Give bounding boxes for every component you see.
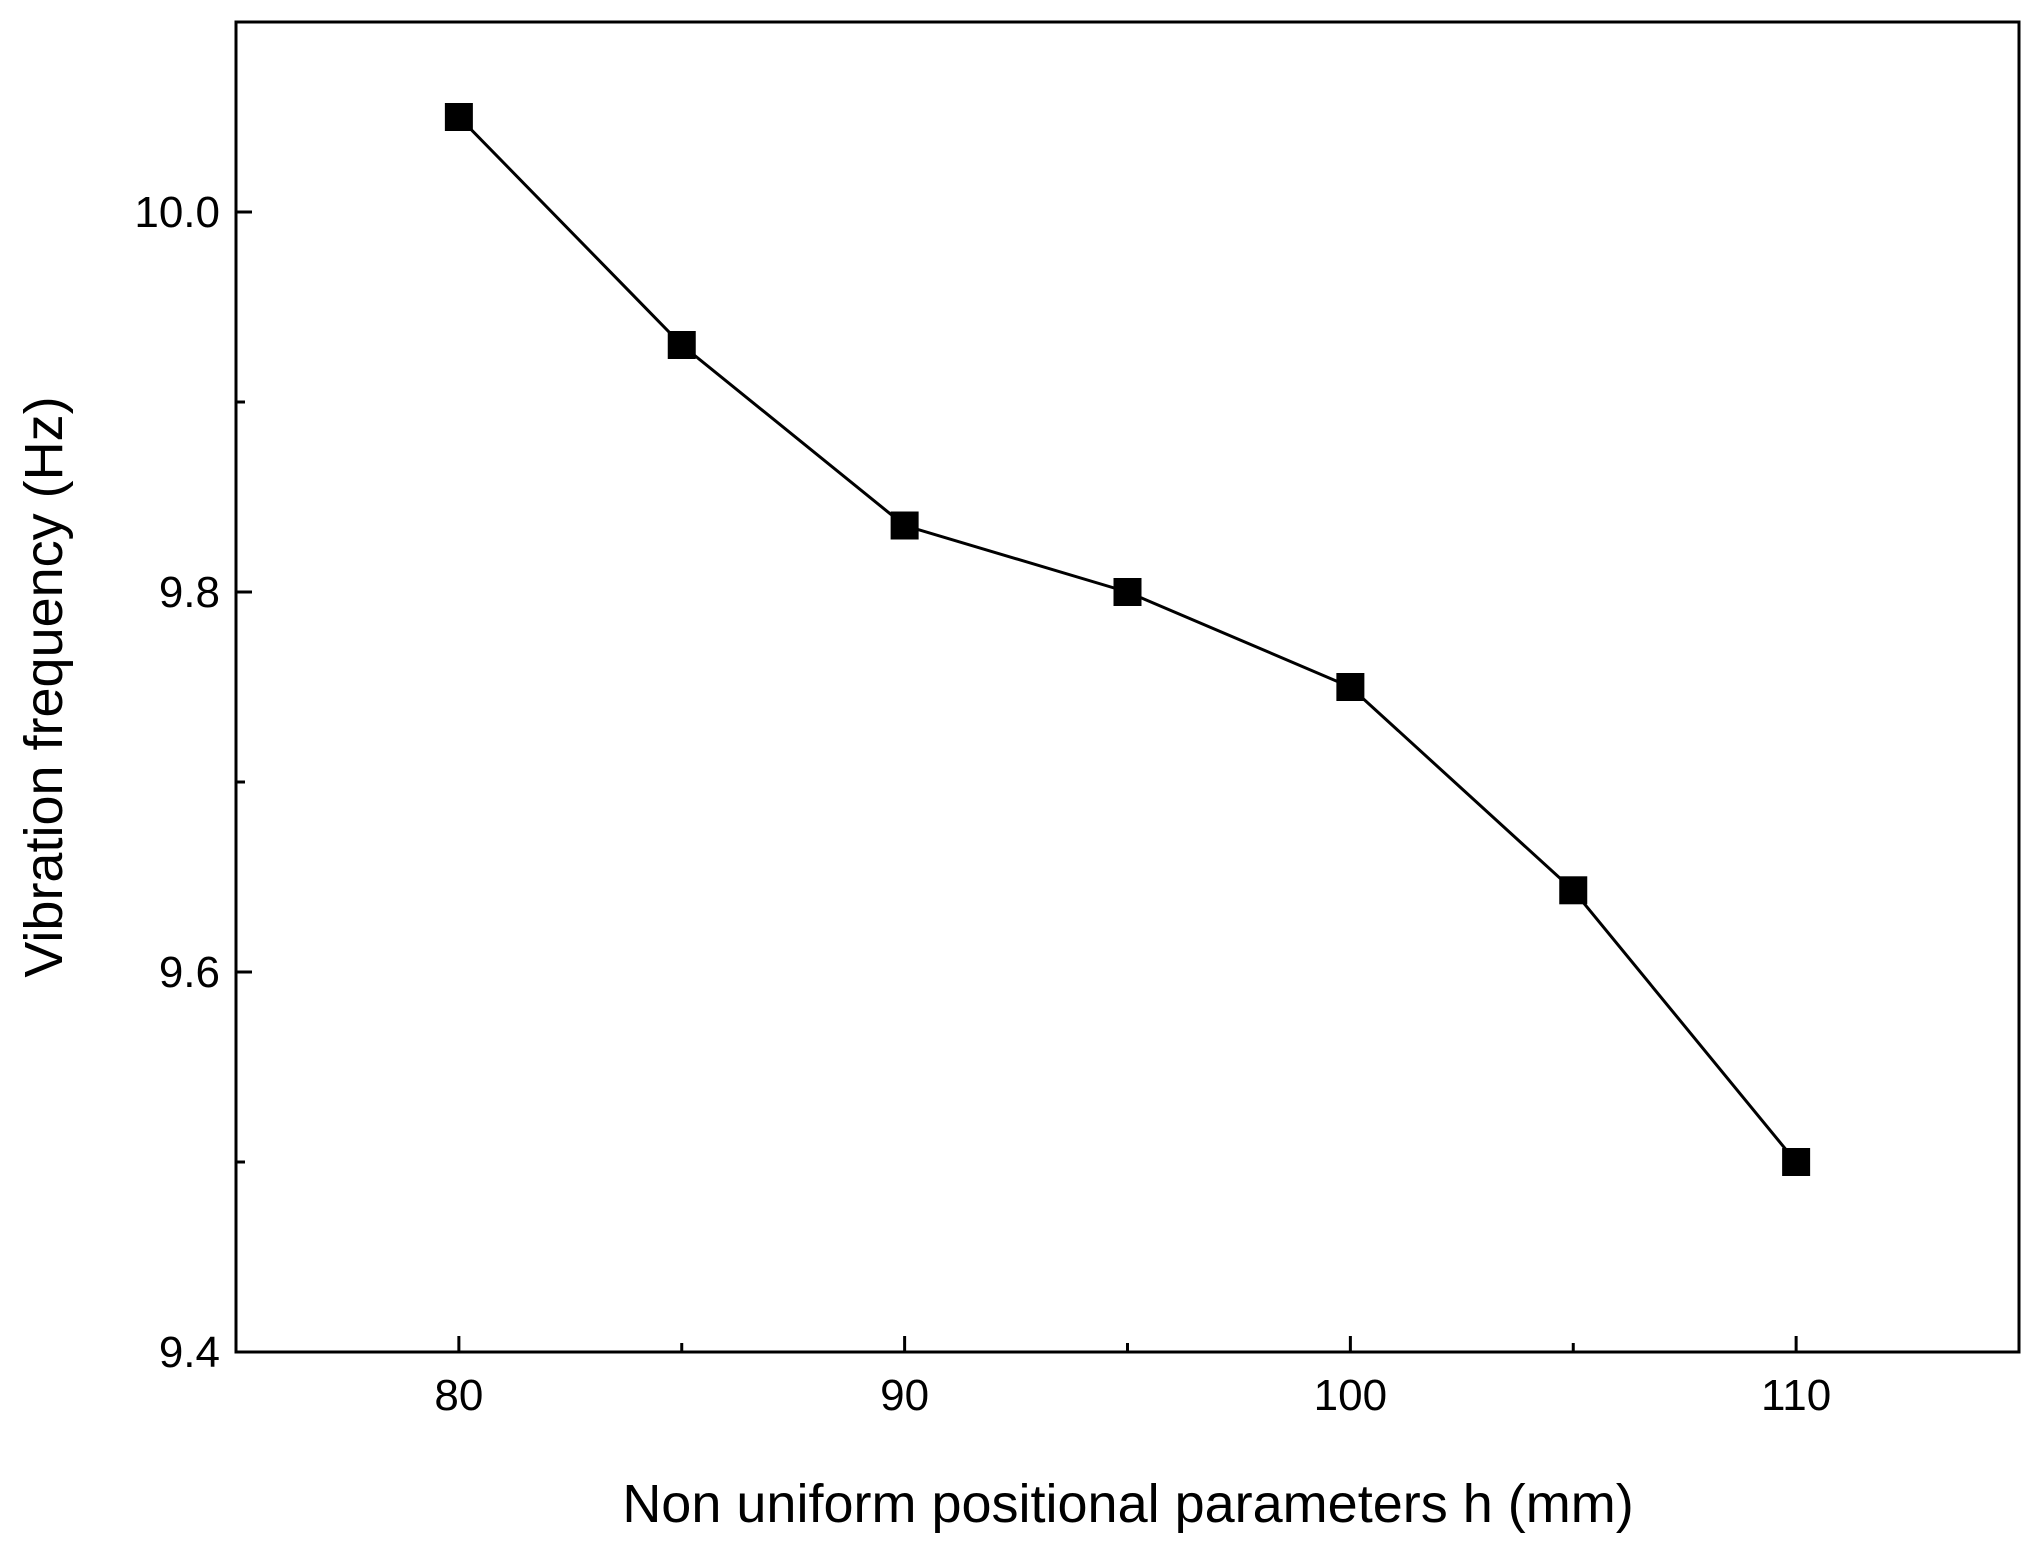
series-markers [444, 103, 1811, 1176]
series-lines [457, 115, 1798, 1163]
data-point-marker [444, 103, 473, 131]
y-tick-label: 9.4 [159, 1328, 220, 1377]
plot-frame [234, 20, 2021, 1354]
data-point-marker [890, 511, 919, 540]
x-tick-label: 90 [880, 1371, 929, 1420]
series-line [457, 115, 1798, 1163]
y-tick-label: 9.8 [159, 568, 220, 617]
y-axis-tick-labels: 9.4 9.6 9.8 10.0 [134, 188, 220, 1377]
y-axis-ticks [236, 210, 252, 1354]
x-axis-title: Non uniform positional parameters h (mm) [622, 1474, 1633, 1534]
data-point-marker [1113, 578, 1142, 606]
data-point-marker [1336, 673, 1365, 701]
x-axis-tick-labels: 80 90 100 110 [434, 1371, 1831, 1420]
y-axis-title: Vibration frequency (Hz) [14, 396, 74, 977]
x-tick-label: 80 [434, 1371, 483, 1420]
y-tick-label: 9.6 [159, 948, 220, 997]
x-tick-label: 110 [1761, 1371, 1831, 1420]
y-tick-label: 10.0 [134, 188, 220, 237]
x-tick-label: 100 [1314, 1371, 1387, 1420]
data-point-marker [1559, 876, 1588, 905]
data-point-marker [667, 331, 696, 359]
data-point-marker [1782, 1148, 1811, 1176]
x-axis-ticks [457, 1336, 1798, 1352]
